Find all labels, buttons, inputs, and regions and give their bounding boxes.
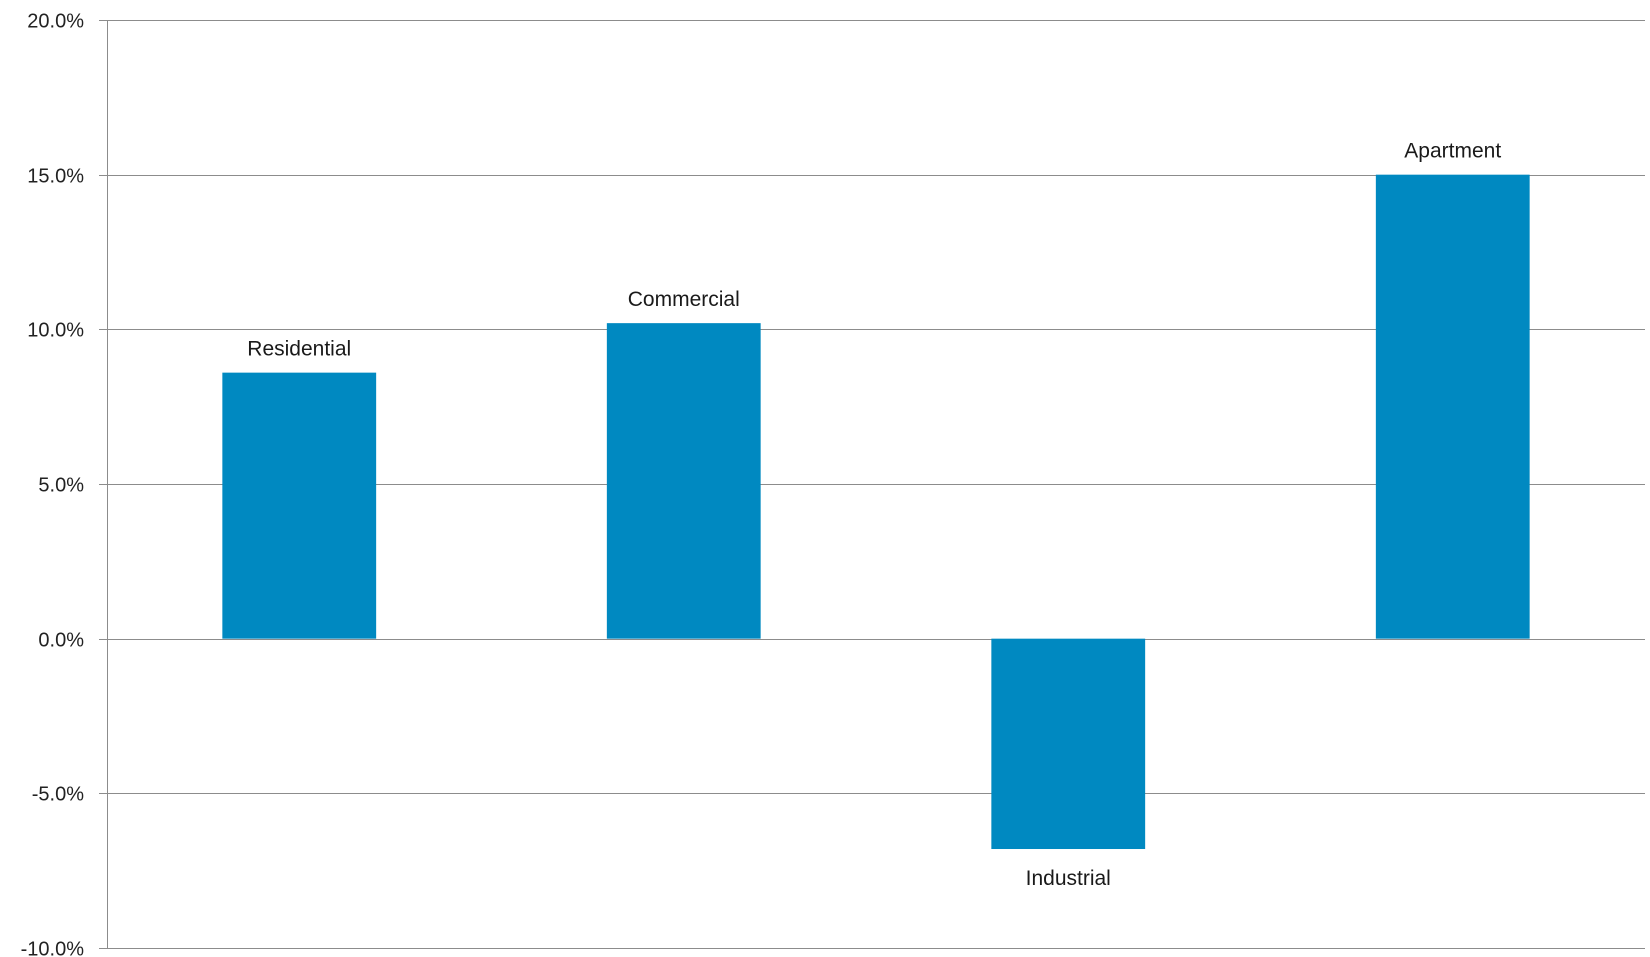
bar-apartment	[1375, 174, 1530, 639]
y-tick-label: 10.0%	[27, 320, 84, 342]
bar-label-industrial: Industrial	[1026, 867, 1111, 890]
bar-commercial	[606, 323, 761, 639]
y-tick-label: 15.0%	[27, 166, 84, 188]
y-tick-label: -5.0%	[32, 784, 84, 806]
bar-label-commercial: Commercial	[628, 288, 740, 311]
bar-label-apartment: Apartment	[1404, 140, 1501, 163]
bar-label-residential: Residential	[247, 338, 351, 361]
bars	[222, 174, 1530, 850]
bar-labels: Residential Commercial Industrial Apartment	[247, 140, 1501, 890]
y-tick-label: 0.0%	[38, 630, 84, 652]
y-tick-label: 20.0%	[27, 11, 84, 33]
y-tick-label: -10.0%	[21, 939, 85, 957]
y-axis: -10.0% -5.0% 0.0% 5.0% 10.0% 15.0% 20.0%	[21, 11, 108, 957]
y-tick-label: 5.0%	[38, 475, 84, 497]
bar-residential	[222, 372, 377, 639]
bar-industrial	[991, 638, 1146, 850]
